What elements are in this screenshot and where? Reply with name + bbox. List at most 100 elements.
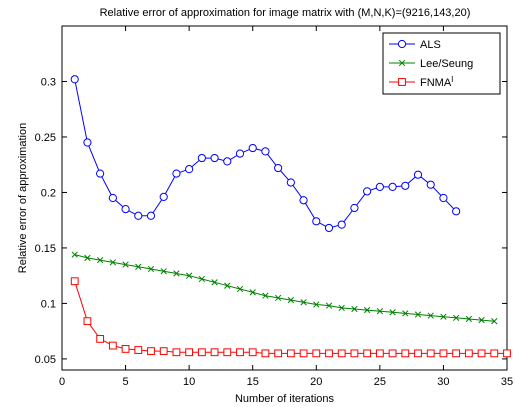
- legend-items: ALS Lee/Seung FNMAI: [389, 39, 473, 89]
- data-point-lee-seung-stroke: [287, 296, 295, 304]
- x-tick-label: 0: [59, 376, 65, 388]
- data-point-fnma: [464, 349, 473, 358]
- data-point-lee-seung: [376, 308, 384, 315]
- data-point-lee-seung-stroke: [173, 270, 180, 277]
- data-point-fnma: [223, 348, 232, 357]
- data-point-lee-seung: [491, 318, 498, 325]
- data-point-lee-seung-stroke: [249, 289, 256, 296]
- data-point-lee-seung-stroke: [96, 256, 104, 264]
- data-point-fnma: [185, 348, 194, 357]
- data-point-lee-seung: [414, 311, 422, 318]
- data-point-als: [312, 217, 321, 226]
- data-point-fnma: [363, 349, 372, 358]
- data-point-als: [324, 223, 334, 233]
- data-point-lee-seung: [185, 272, 193, 279]
- data-point-lee-seung: [274, 294, 282, 302]
- data-point-lee-seung: [224, 282, 231, 289]
- data-point-lee-seung-stroke: [211, 279, 218, 286]
- legend-marker-lee-seung-stroke: [398, 59, 406, 67]
- data-point-lee-seung-stroke: [147, 265, 155, 273]
- legend: ALS Lee/Seung FNMAI: [382, 32, 501, 95]
- data-point-lee-seung-stroke: [135, 263, 142, 270]
- data-point-lee-seung-stroke: [402, 310, 409, 317]
- data-point-lee-seung: [389, 309, 396, 316]
- y-tick-label: 0.15: [35, 243, 56, 255]
- data-point-fnma: [337, 349, 346, 358]
- legend-label-lee-seung: Lee/Seung: [420, 58, 473, 70]
- data-point-lee-seung: [363, 306, 371, 314]
- series-layer: [70, 75, 511, 358]
- data-point-als: [274, 163, 283, 173]
- data-point-lee-seung-stroke: [122, 261, 129, 268]
- data-point-als: [299, 196, 308, 205]
- x-axis-title: Number of iterations: [235, 393, 335, 405]
- data-point-als: [401, 181, 410, 190]
- series-line-lee-seung: [74, 254, 495, 322]
- data-point-lee-seung-stroke: [236, 285, 244, 293]
- legend-marker-fnma: [398, 78, 406, 86]
- data-point-lee-seung: [452, 314, 460, 321]
- data-point-als: [350, 203, 359, 213]
- data-point-lee-seung: [198, 275, 206, 283]
- data-point-lee-seung: [160, 268, 167, 275]
- data-point-fnma: [375, 349, 384, 358]
- y-axis-title: Relative error of approximation: [17, 123, 29, 273]
- legend-item-fnma: FNMAI: [389, 75, 453, 89]
- data-point-lee-seung-stroke: [313, 301, 320, 308]
- data-point-fnma: [261, 349, 270, 358]
- data-point-lee-seung: [402, 310, 409, 317]
- data-point-lee-seung: [440, 313, 447, 320]
- data-point-lee-seung: [135, 263, 142, 270]
- data-point-fnma: [70, 277, 79, 286]
- data-point-fnma: [414, 349, 422, 358]
- data-point-lee-seung-stroke: [338, 304, 345, 312]
- data-point-lee-seung: [109, 259, 117, 266]
- data-point-lee-seung-stroke: [389, 309, 396, 316]
- data-point-lee-seung-stroke: [160, 268, 167, 275]
- y-tick-label: 0.2: [41, 187, 56, 199]
- data-point-lee-seung-stroke: [185, 272, 193, 279]
- x-tick-label: 25: [374, 376, 386, 388]
- data-point-lee-seung: [478, 316, 485, 324]
- data-point-lee-seung-stroke: [325, 302, 333, 309]
- data-point-als: [108, 193, 117, 203]
- x-tick-label: 30: [437, 376, 449, 388]
- data-point-lee-seung-stroke: [427, 312, 434, 319]
- data-point-lee-seung-stroke: [198, 275, 206, 283]
- data-point-als: [439, 193, 448, 203]
- data-point-fnma: [350, 349, 359, 358]
- x-tick-label: 10: [183, 376, 195, 388]
- data-point-als: [235, 149, 245, 158]
- data-point-fnma: [426, 349, 435, 358]
- data-point-als: [261, 147, 270, 156]
- data-point-lee-seung: [427, 312, 434, 319]
- data-point-lee-seung: [211, 279, 218, 286]
- legend-label-als: ALS: [420, 39, 441, 51]
- data-point-lee-seung-stroke: [224, 282, 231, 289]
- y-tick-label: 0.25: [35, 132, 56, 144]
- data-point-als: [83, 138, 92, 147]
- data-point-fnma: [147, 347, 155, 356]
- data-point-als: [388, 182, 397, 192]
- data-point-lee-seung: [262, 292, 269, 299]
- data-point-fnma: [121, 345, 130, 353]
- legend-label-fnma: FNMAI: [420, 75, 453, 89]
- data-point-fnma: [197, 348, 206, 357]
- data-point-fnma: [108, 341, 117, 350]
- data-point-lee-seung: [338, 304, 345, 312]
- y-tick-label: 0.3: [41, 76, 56, 88]
- data-point-als: [426, 180, 435, 189]
- x-tick-label: 20: [310, 376, 322, 388]
- data-point-fnma: [248, 348, 257, 357]
- data-point-als: [146, 211, 156, 220]
- x-tick-label: 5: [123, 376, 129, 388]
- data-point-lee-seung-stroke: [363, 306, 371, 314]
- data-point-als: [223, 157, 232, 166]
- x-tick-label: 35: [501, 376, 513, 388]
- data-point-lee-seung: [173, 270, 180, 277]
- data-point-fnma: [274, 349, 283, 358]
- data-point-lee-seung: [96, 256, 104, 264]
- data-point-lee-seung-stroke: [262, 292, 269, 299]
- data-point-lee-seung-stroke: [491, 318, 498, 325]
